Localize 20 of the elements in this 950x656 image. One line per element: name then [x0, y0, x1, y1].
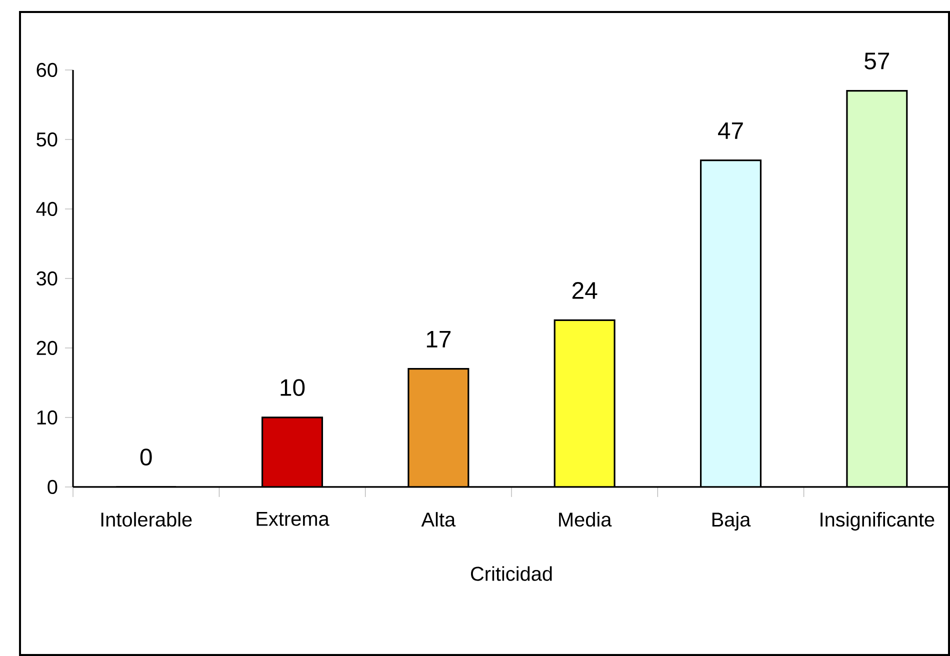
y-tick-label: 60	[36, 62, 58, 78]
x-tick-label: Baja	[712, 512, 751, 531]
x-axis-title: Criticidad	[470, 566, 552, 581]
data-label: 10	[280, 379, 305, 396]
y-tick-label: 50	[36, 132, 58, 147]
data-label: 47	[718, 122, 743, 139]
y-tick-label: 30	[36, 271, 58, 286]
y-tick-label: 0	[48, 480, 58, 494]
y-tick-label: 20	[36, 340, 58, 356]
x-tick-label: Extrema	[256, 512, 330, 526]
x-tick-label: Alta	[421, 512, 456, 527]
y-tick-label: 10	[37, 410, 58, 425]
x-tick-label: Media	[559, 512, 612, 527]
x-tick-label: Insignificante	[820, 512, 934, 531]
x-tick-label: Intolerable	[101, 512, 192, 527]
data-label: 24	[572, 282, 598, 299]
data-label: 17	[426, 330, 451, 348]
data-label: 57	[864, 52, 890, 70]
y-tick-label: 40	[36, 202, 58, 216]
data-label: 0	[140, 448, 152, 466]
